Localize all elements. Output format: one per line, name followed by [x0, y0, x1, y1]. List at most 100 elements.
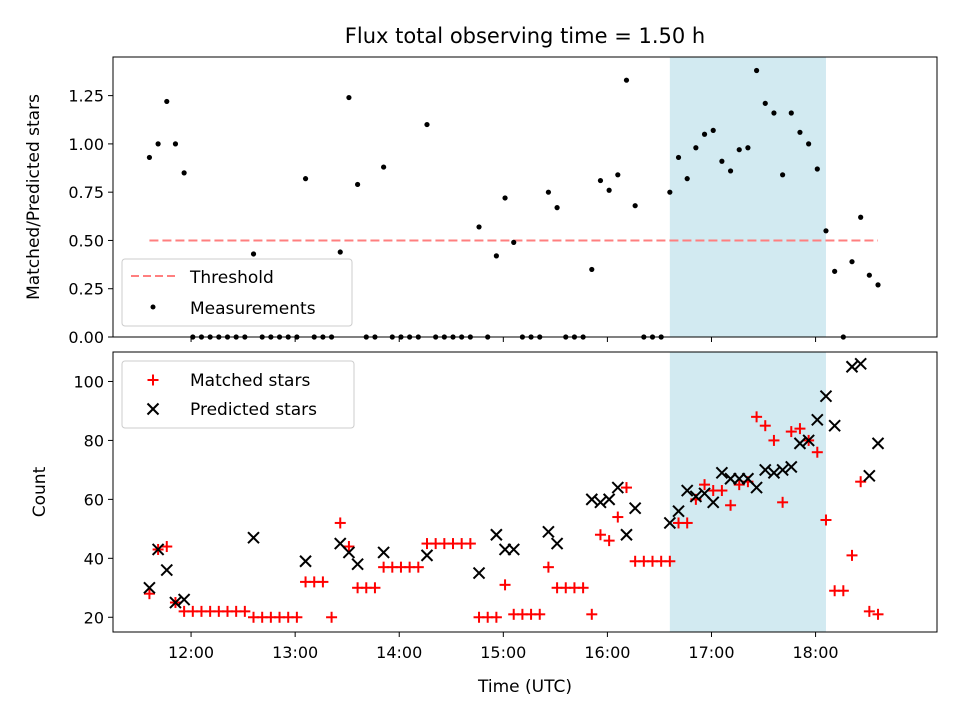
measurement-point [172, 141, 179, 147]
bottom-xtick-label: 16:00 [584, 643, 630, 662]
predicted-star-point [750, 481, 763, 494]
matched-star-point [412, 561, 424, 573]
measurement-point [337, 249, 343, 255]
top-ytick-label: 0.50 [68, 231, 104, 250]
predicted-star-point [776, 463, 789, 477]
predicted-star-point [819, 390, 833, 403]
predicted-star-point [420, 549, 434, 562]
measurement-point [424, 121, 430, 128]
predicted-star-point [715, 466, 729, 480]
predicted-star-point [845, 360, 859, 373]
measurement-point [302, 176, 309, 182]
measurement-point [823, 228, 829, 234]
predicted-star-point [351, 558, 364, 571]
measurement-point [502, 195, 508, 201]
top-legend: Threshold Measurements [121, 258, 353, 327]
bottom-xtick-label: 13:00 [272, 643, 318, 662]
matched-star-point [334, 517, 346, 529]
bottom-highlight-span [669, 352, 826, 632]
matched-star-point [291, 611, 303, 623]
top-ytick-label: 0.00 [68, 328, 104, 347]
matched-star-point [863, 605, 875, 617]
measurement-point [814, 166, 820, 172]
measurement-point [554, 205, 560, 211]
measurement-point [511, 239, 517, 245]
measurement-point [545, 189, 552, 195]
measurement-point [866, 272, 872, 278]
measurement-point [719, 158, 725, 164]
top-panel: 0.00 0.25 0.50 0.75 1.00 1.25 Flux total obse… [24, 24, 938, 347]
predicted-star-point [585, 493, 598, 506]
measurement-point [250, 251, 257, 257]
measurement-point [684, 176, 690, 182]
bottom-legend: Matched stars Predicted stars [121, 360, 355, 429]
bottom-xtick-label: 18:00 [793, 643, 839, 662]
measurement-point [597, 177, 604, 184]
predicted-star-point [169, 596, 182, 609]
matched-star-point [681, 517, 693, 529]
matched-star-point [490, 611, 502, 623]
matched-star-point [464, 538, 476, 550]
measurement-point [493, 253, 499, 259]
legend-measurements-label: Measurements [190, 299, 316, 319]
measurement-point [675, 154, 682, 161]
top-axes-frame [112, 56, 938, 338]
measurement-point [606, 187, 612, 193]
measurement-point [858, 214, 864, 220]
matched-star-point [612, 511, 624, 523]
bottom-panel: 20 40 60 80 100 12:00 13:00 14:00 15:00 16:00 17:… [30, 351, 938, 697]
matched-star-point [725, 499, 737, 511]
predicted-star-point [160, 563, 173, 577]
matched-star-point [777, 496, 789, 508]
predicted-star-point [143, 581, 156, 594]
matched-star-point [751, 411, 763, 423]
matched-star-point [594, 529, 606, 541]
measurement-point [736, 147, 742, 153]
top-y-axis: 0.00 0.25 0.50 0.75 1.00 1.25 [68, 87, 113, 347]
top-ytick-label: 0.75 [68, 183, 104, 202]
matched-star-point [603, 535, 615, 547]
matched-star-point [794, 423, 806, 435]
predicted-star-point [863, 469, 876, 482]
top-y-axis-label: Matched/Predicted stars [24, 94, 44, 300]
measurement-point [693, 145, 699, 151]
predicted-star-point [802, 434, 815, 447]
bottom-axes-frame [112, 351, 938, 633]
measurement-point [745, 145, 751, 151]
measurement-point [875, 282, 881, 288]
bottom-xtick-label: 17:00 [688, 643, 734, 662]
matched-star-point [239, 605, 251, 617]
x-axis-label: Time (UTC) [477, 677, 572, 697]
top-x-axis [190, 337, 817, 342]
measurement-point [146, 154, 153, 161]
measurement-point [615, 172, 621, 178]
bottom-xtick-label: 15:00 [480, 643, 526, 662]
measurement-point [788, 110, 794, 116]
matched-star-point [759, 420, 771, 432]
measurement-point [623, 77, 630, 83]
matched-star-point [768, 434, 780, 446]
legend-x-mark [146, 402, 160, 416]
predicted-star-point [871, 437, 885, 450]
predicted-star-point [611, 481, 625, 494]
matched-star-point [846, 549, 858, 561]
measurement-point [753, 67, 760, 74]
predicted-star-point [472, 566, 486, 580]
matched-star-point [620, 482, 632, 494]
matched-star-point [577, 582, 589, 594]
matched-star-point [326, 611, 338, 623]
bottom-ytick-label: 60 [84, 490, 104, 509]
matched-star-point [785, 426, 797, 438]
predicted-star-point [663, 516, 677, 530]
matched-star-point [542, 561, 554, 573]
predicted-star-point [377, 546, 390, 559]
measurement-point [797, 129, 803, 135]
matched-star-point [837, 585, 849, 597]
predicted-star-point [550, 537, 564, 550]
predicted-star-point [342, 546, 356, 559]
legend-measurements-swatch [150, 304, 156, 310]
matched-star-point [143, 588, 155, 600]
bottom-ytick-label: 20 [84, 608, 104, 627]
measurement-point [806, 141, 812, 147]
